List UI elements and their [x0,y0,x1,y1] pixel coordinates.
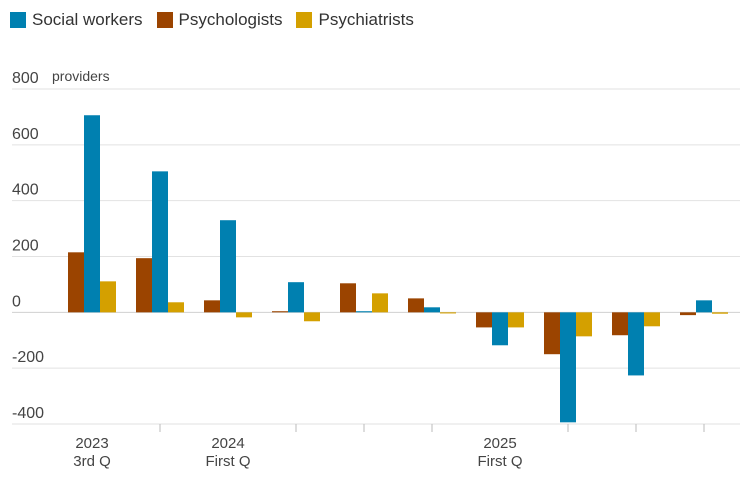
bar-social-workers [492,312,508,346]
y-tick-label: 0 [12,293,21,310]
x-tick-label: First Q [478,453,523,470]
y-tick-label: -200 [12,349,44,366]
x-tick-label: 2023 [75,435,108,452]
bar-psychiatrists [372,293,388,313]
legend-item-social-workers: Social workers [10,10,143,30]
x-tick-label: 2024 [211,435,244,452]
legend-swatch [10,12,26,28]
bar-social-workers [288,282,304,313]
bar-social-workers [220,220,236,313]
bar-psychiatrists [168,302,184,313]
y-tick-label: 400 [12,182,39,199]
bar-social-workers [696,300,712,313]
bar-psychiatrists [712,312,728,314]
bar-social-workers [152,171,168,313]
bar-social-workers [560,312,576,423]
bar-psychiatrists [304,312,320,322]
legend-item-psychiatrists: Psychiatrists [296,10,414,30]
y-tick-label: 600 [12,126,39,143]
x-tick-label: First Q [206,453,251,470]
bar-psychiatrists [644,312,660,327]
legend-item-psychologists: Psychologists [156,10,283,30]
bar-psychologists [680,312,696,316]
bar-social-workers [84,115,100,313]
legend-label: Psychologists [178,10,283,29]
bar-psychiatrists [100,281,116,313]
bar-psychiatrists [440,312,456,314]
bar-social-workers [628,312,644,376]
y-tick-label: 200 [12,238,39,255]
bar-social-workers [356,311,372,313]
legend-swatch [156,12,173,28]
x-tick-label: 3rd Q [73,453,111,470]
bar-psychologists [272,311,288,313]
bar-psychiatrists [236,312,252,318]
y-axis-label: providers [52,68,110,84]
bar-psychologists [136,258,152,313]
bar-psychologists [408,298,424,313]
bar-psychologists [68,252,84,313]
legend-label: Social workers [32,10,143,29]
bar-psychologists [612,312,628,336]
bar-social-workers [424,307,440,313]
bar-psychologists [544,312,560,355]
bar-psychiatrists [508,312,524,328]
bar-psychologists [340,283,356,313]
x-tick-label: 2025 [483,435,516,452]
y-tick-label: 800 [12,70,39,87]
legend-swatch [296,12,313,28]
bar-psychiatrists [576,312,592,337]
legend-label: Psychiatrists [318,10,414,29]
legend: Social workers Psychologists Psychiatris… [10,10,414,30]
bar-psychologists [204,300,220,313]
bar-psychologists [476,312,492,328]
y-tick-label: -400 [12,405,44,422]
